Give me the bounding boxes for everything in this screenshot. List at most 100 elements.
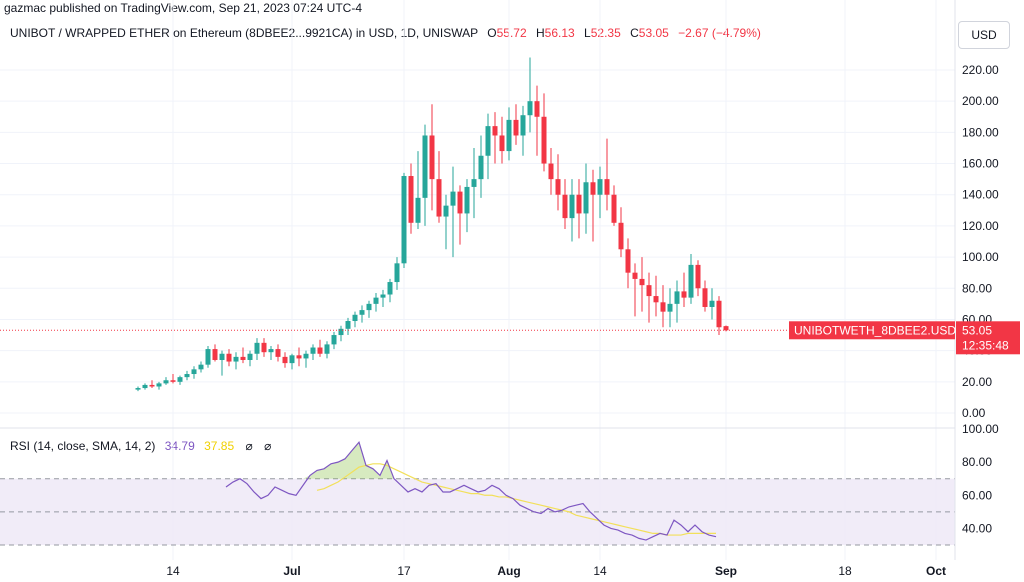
rsi-sma-value: 37.85 xyxy=(204,439,235,453)
candle-body xyxy=(702,288,708,307)
candle-body xyxy=(198,364,204,370)
candle-body xyxy=(163,380,169,384)
hide-icon[interactable]: ⌀ xyxy=(245,439,253,453)
candle-body xyxy=(513,119,519,136)
rsi-label[interactable]: RSI (14, close, SMA, 14, 2) xyxy=(10,439,156,453)
price-tick-label: 80.00 xyxy=(962,281,992,295)
open-value: 55.72 xyxy=(496,26,527,40)
candle-body xyxy=(387,282,393,295)
candlestick-series xyxy=(0,57,955,392)
candle-body xyxy=(170,380,176,382)
candle-body xyxy=(583,182,589,214)
candle-body xyxy=(219,353,225,360)
symbol-title[interactable]: UNIBOT / WRAPPED ETHER on Ethereum (8DBE… xyxy=(10,26,478,40)
change-value: −2.67 (−4.79%) xyxy=(678,26,761,40)
hide-icon-2[interactable]: ⌀ xyxy=(264,439,272,453)
price-tick-label: 140.00 xyxy=(962,188,999,202)
publisher-line: gazmac published on TradingView.com, Sep… xyxy=(4,1,362,15)
rsi-line xyxy=(225,441,717,541)
candle-body xyxy=(331,335,337,345)
rsi-tick-label: 80.00 xyxy=(962,455,992,469)
candle-body xyxy=(611,194,617,223)
candle-body xyxy=(541,116,547,164)
price-tick-label: 120.00 xyxy=(962,219,999,233)
price-tick-label: 100.00 xyxy=(962,250,999,264)
price-tick-label: 180.00 xyxy=(962,125,999,139)
rsi-axis: 100.00 80.00 60.00 40.00 xyxy=(962,422,999,535)
candle-body xyxy=(590,182,596,195)
rsi-tick-label: 100.00 xyxy=(962,422,999,436)
candle-body xyxy=(695,264,701,289)
candle-body xyxy=(436,179,442,217)
candle-body xyxy=(464,186,470,214)
currency-button[interactable]: USD xyxy=(958,21,1010,49)
candle-body xyxy=(135,388,141,390)
candle-body xyxy=(338,328,344,336)
time-tick-label: Oct xyxy=(926,564,946,578)
price-axis: 220.00 200.00 180.00 160.00 140.00 120.00 100.… xyxy=(962,63,999,420)
candle-body xyxy=(625,249,631,273)
candle-body xyxy=(142,384,148,389)
candle-body xyxy=(296,355,302,359)
price-tick-label: 220.00 xyxy=(962,63,999,77)
candle-body xyxy=(380,294,386,298)
symbol-header: UNIBOT / WRAPPED ETHER on Ethereum (8DBE… xyxy=(10,26,767,40)
candle-body xyxy=(366,303,372,311)
candle-body xyxy=(604,179,610,195)
high-label: H xyxy=(535,26,545,40)
candle-body xyxy=(254,342,260,354)
candle-body xyxy=(457,191,463,214)
price-tick-label: 160.00 xyxy=(962,157,999,171)
time-tick-label: Aug xyxy=(497,564,520,578)
time-tick-label: 17 xyxy=(397,564,411,578)
candle-body xyxy=(401,176,407,264)
candle-body xyxy=(191,369,197,375)
candle-body xyxy=(422,135,428,198)
candle-body xyxy=(247,353,253,360)
candle-body xyxy=(723,326,729,331)
symbol-tag-bg xyxy=(789,321,955,340)
candle-body xyxy=(674,291,680,304)
ohlc-values: O55.72 H56.13 L52.35 C53.05 −2.67 (−4.79… xyxy=(487,26,767,40)
candle-body xyxy=(520,115,526,136)
time-tick-label: Jul xyxy=(283,564,300,578)
candle-body xyxy=(149,384,155,387)
grid xyxy=(0,0,955,560)
candle-body xyxy=(450,191,456,206)
candle-body xyxy=(310,347,316,354)
candle-body xyxy=(226,353,232,362)
high-value: 56.13 xyxy=(544,26,575,40)
candle-body xyxy=(709,300,715,307)
price-tick-label: 20.00 xyxy=(962,375,992,389)
price-tick-label: 0.00 xyxy=(962,406,986,420)
candle-body xyxy=(156,383,162,387)
candle-body xyxy=(205,349,211,365)
candle-body xyxy=(394,263,400,283)
candle-body xyxy=(415,197,421,223)
rsi-header: RSI (14, close, SMA, 14, 2) 34.79 37.85 … xyxy=(10,439,271,453)
candle-body xyxy=(408,176,414,223)
candle-body xyxy=(352,314,358,322)
candle-body xyxy=(275,349,281,357)
close-label: C xyxy=(630,26,639,40)
candle-body xyxy=(569,194,575,219)
rsi-tick-label: 40.00 xyxy=(962,521,992,535)
candle-body xyxy=(184,374,190,378)
close-value: 53.05 xyxy=(638,26,669,40)
rsi-value: 34.79 xyxy=(164,439,195,453)
candle-body xyxy=(240,356,246,360)
candle-body xyxy=(506,119,512,152)
candle-body xyxy=(562,194,568,219)
candle-body xyxy=(233,356,239,362)
candle-body xyxy=(653,296,659,303)
candle-body xyxy=(471,179,477,187)
candle-body xyxy=(499,135,505,152)
candle-body xyxy=(429,135,435,180)
candle-body xyxy=(177,377,183,382)
symbol-tag-text: UNIBOTWETH_8DBEE2.USD xyxy=(794,323,956,337)
candle-body xyxy=(527,101,533,116)
candle-body xyxy=(359,310,365,315)
time-tick-label: 14 xyxy=(593,564,607,578)
